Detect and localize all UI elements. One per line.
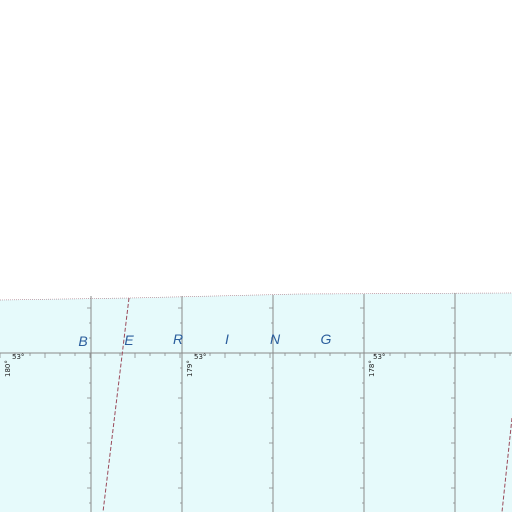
longitude-label: 179°	[186, 360, 194, 377]
longitude-label: 180°	[4, 360, 12, 377]
graticule-ticks	[0, 307, 511, 504]
sea-name-letter: R	[173, 331, 183, 347]
latitude-label: 53°	[373, 353, 385, 361]
sea-name-letter: B	[78, 333, 87, 349]
bering-sea-area	[0, 293, 512, 512]
longitude-label: 178°	[368, 360, 376, 377]
sea-name-letter: N	[270, 331, 281, 347]
latitude-label: 53°	[194, 353, 206, 361]
sea-name-letter: G	[321, 331, 332, 347]
boundary-line-east	[501, 417, 512, 512]
sea-name-letter: E	[124, 332, 134, 348]
graticule	[0, 293, 512, 512]
sea-name-letter: I	[225, 331, 229, 347]
map-extent-edge	[0, 292, 512, 301]
sea-name-label: B E R I N G	[78, 331, 331, 349]
latitude-label: 53°	[12, 353, 24, 361]
